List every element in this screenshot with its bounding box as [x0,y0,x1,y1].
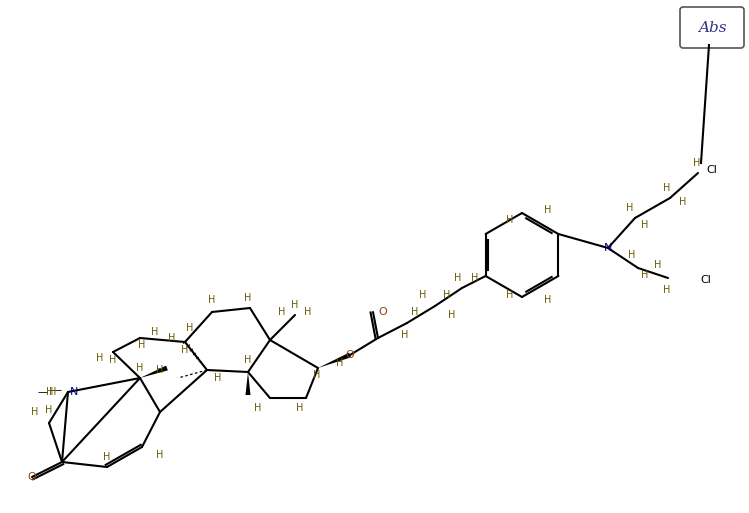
Text: H: H [151,327,159,337]
Text: N: N [70,387,79,397]
Text: H: H [545,205,552,215]
Text: H: H [626,203,634,213]
Text: H: H [628,250,636,260]
Text: H: H [443,290,451,300]
Text: N: N [604,243,612,253]
Text: H: H [244,355,252,365]
Text: H: H [401,330,409,340]
Text: H: H [313,370,321,380]
Text: H: H [181,345,189,355]
Text: —: — [37,387,47,397]
Text: H: H [136,363,144,373]
Text: Abs: Abs [697,21,727,34]
Text: H: H [411,307,419,317]
Text: H: H [694,158,700,168]
Text: H: H [244,293,252,303]
Text: H: H [49,387,56,397]
Text: H: H [545,295,552,305]
Text: H: H [455,273,461,283]
Text: H: H [655,260,661,270]
Text: Cl: Cl [706,165,717,175]
Text: H: H [214,373,222,383]
Text: H: H [208,295,216,305]
Text: H: H [45,405,52,415]
Text: H: H [506,290,514,300]
Text: H: H [336,358,344,368]
Text: H: H [291,300,299,310]
Text: Cl: Cl [700,275,711,285]
FancyBboxPatch shape [680,7,744,48]
Text: H: H [103,452,111,462]
Text: H: H [157,365,164,375]
Text: H: H [449,310,455,320]
Text: H: H [304,307,312,317]
Text: H: H [157,450,164,460]
Text: H: H [31,407,39,417]
Text: H: H [471,273,479,283]
Text: H: H [419,290,427,300]
Text: H: H [139,340,146,350]
Text: H: H [255,403,261,413]
Text: H: H [46,387,54,397]
Text: H: H [664,285,670,295]
Text: H: H [506,215,514,225]
Text: H: H [664,183,670,193]
Text: O: O [28,472,37,482]
Text: H: H [679,197,687,207]
Text: H: H [297,403,303,413]
Polygon shape [318,352,351,368]
Text: —: — [50,385,61,395]
Text: H: H [641,270,649,280]
Text: H: H [187,323,194,333]
Text: H: H [97,353,103,363]
Text: H: H [279,307,285,317]
Text: O: O [345,350,354,360]
Polygon shape [140,366,168,378]
Polygon shape [246,372,250,395]
Text: H: H [109,355,117,365]
Text: H: H [169,333,176,343]
Text: H: H [641,220,649,230]
Text: O: O [378,307,386,317]
